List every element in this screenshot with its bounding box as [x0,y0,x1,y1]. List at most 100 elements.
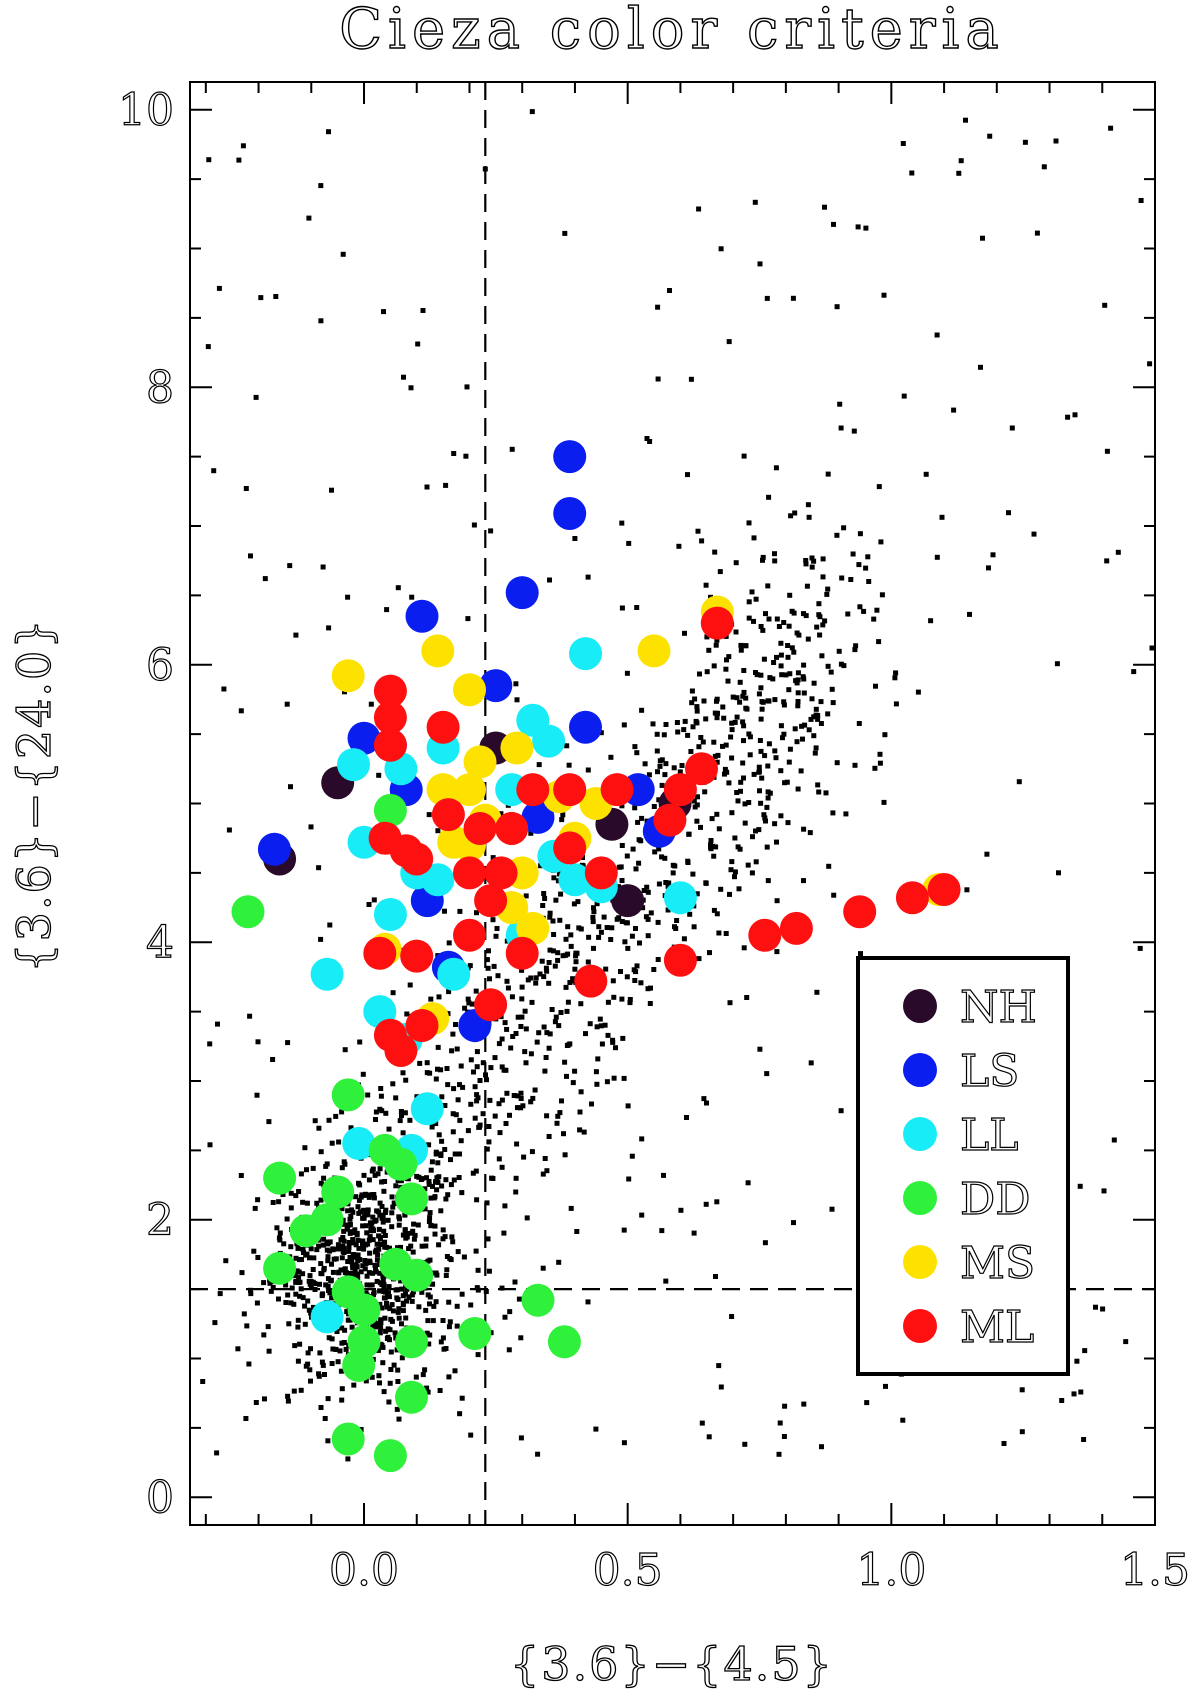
background-point [732,719,738,725]
background-point [759,706,765,712]
background-point [427,1332,433,1338]
background-point [746,615,752,621]
background-point [825,711,831,717]
background-point [262,1396,267,1402]
background-point [781,620,787,625]
background-point [400,1232,406,1238]
background-point [667,288,672,293]
background-point [625,945,631,951]
background-point [604,925,610,930]
background-point [470,1170,476,1176]
background-point [857,604,863,610]
background-point [422,1367,428,1373]
background-point [564,1073,569,1079]
background-point [494,926,500,931]
point-ml [384,1034,418,1067]
background-point [341,1159,347,1165]
background-point [645,889,651,895]
background-point [285,1040,291,1046]
background-point [585,574,591,580]
background-point [357,1039,363,1045]
background-point [677,769,683,775]
point-dd [395,1182,428,1216]
background-point [1102,302,1108,308]
point-ms [463,745,497,779]
background-point [376,1226,382,1232]
background-point [766,616,772,622]
background-point [541,1024,547,1030]
background-point [330,1246,336,1252]
background-point [270,1284,276,1290]
point-ls [569,710,602,744]
background-point [342,1266,348,1272]
background-point [696,956,702,962]
background-point [484,1200,490,1206]
background-point [820,556,826,562]
background-point [737,679,743,685]
background-point [878,539,884,545]
background-point [390,1081,396,1087]
background-point [1093,1304,1098,1310]
background-point [392,1330,398,1336]
background-point [465,1128,471,1134]
background-point [274,1225,280,1231]
background-point [863,565,869,571]
background-point [590,919,596,925]
background-point [621,1227,627,1233]
background-point [778,652,784,658]
background-point [370,1237,376,1243]
point-ml [600,773,634,807]
background-point [468,1432,474,1438]
background-point [785,820,791,826]
point-ms [500,731,534,765]
background-point [789,645,795,651]
background-point [834,532,840,538]
background-point [511,1093,517,1098]
background-point [448,1157,453,1163]
background-point [629,1153,635,1159]
background-point [469,1001,475,1007]
background-point [718,886,724,892]
point-dd [321,1175,355,1209]
background-point [616,884,621,890]
background-point [399,1321,404,1327]
background-point [341,1246,347,1251]
background-point [346,1248,352,1254]
y-axis-label: {3.6}−{24.0} [7,617,61,972]
background-point [431,1303,437,1309]
background-point [253,1400,259,1405]
background-point [771,660,777,665]
background-point [790,295,796,301]
background-point [591,909,597,915]
background-point [781,702,787,708]
background-point [900,141,906,146]
background-point [572,1068,578,1074]
background-point [1065,414,1071,420]
background-point [356,1180,361,1186]
background-point [645,933,651,939]
background-point [764,1071,770,1077]
background-point [601,914,607,920]
background-point [352,1227,358,1233]
background-point [355,1237,361,1243]
background-point [726,780,732,786]
point-dd [395,1325,428,1359]
background-point [848,577,854,582]
background-point [365,1212,371,1218]
background-point [212,1320,218,1326]
background-point [696,744,702,750]
background-point [747,752,753,758]
background-point [473,1168,479,1174]
background-point [437,1388,443,1393]
background-point [729,1314,735,1319]
point-ml [748,918,782,952]
background-point [427,1210,433,1216]
background-point [560,812,566,818]
background-point [314,1200,320,1206]
background-point [633,866,639,872]
background-point [381,1389,387,1395]
background-point [772,558,778,564]
background-point [765,789,771,795]
background-point [619,919,625,924]
point-ll [569,637,602,671]
